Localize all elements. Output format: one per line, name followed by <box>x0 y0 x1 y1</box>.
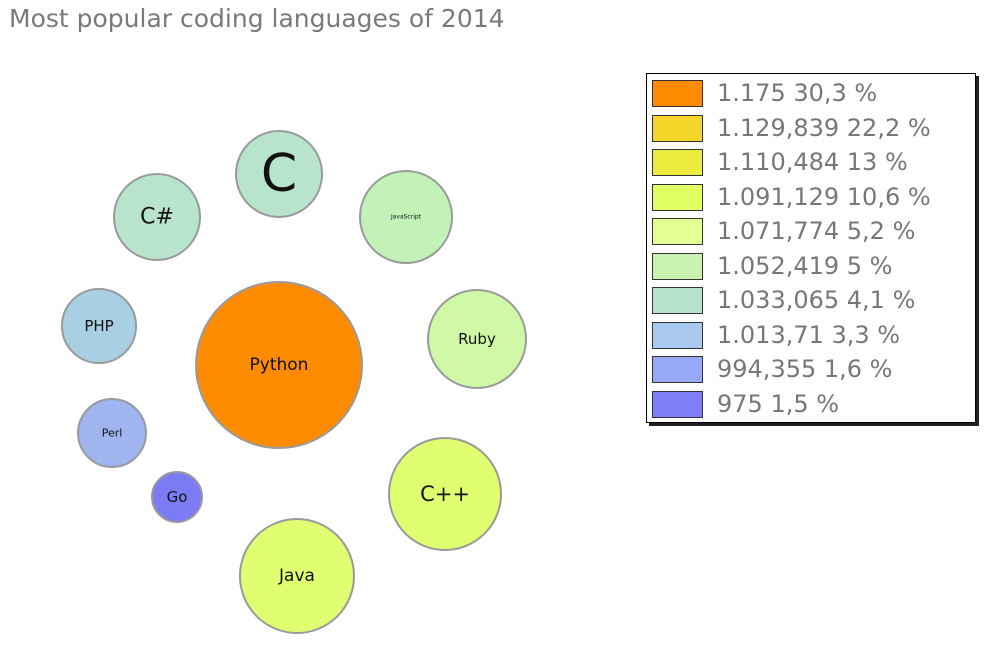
legend-swatch <box>652 183 703 211</box>
chart-legend: 1.175 30,3 % 1.129,839 22,2 % 1.110,484 13… <box>646 73 976 423</box>
bubble-javascript <box>359 170 453 264</box>
bubble-java <box>239 518 355 634</box>
bubble-go <box>151 471 203 523</box>
legend-label: 1.175 30,3 % <box>717 79 878 107</box>
bubble-label-php: PHP <box>84 317 113 335</box>
bubble-c <box>113 173 201 261</box>
bubble-label-ruby: Ruby <box>458 330 496 348</box>
legend-swatch <box>652 252 703 280</box>
legend-label: 1.013,71 3,3 % <box>717 320 901 349</box>
legend-label: 1.071,774 5,2 % <box>717 217 916 245</box>
bubble-php <box>61 288 137 364</box>
bubble-chart: Python Java C++ C Ruby C# JavaScript PHP Perl Go <box>61 130 527 634</box>
chart-title: Most popular coding languages of 2014 <box>9 4 505 33</box>
legend-swatch <box>652 80 703 107</box>
legend-label: 975 1,5 % <box>717 389 840 418</box>
legend-swatch <box>652 218 703 245</box>
legend-label: 994,355 1,6 % <box>717 355 893 383</box>
legend-label: 1.052,419 5 % <box>717 251 893 280</box>
bubble-label-c: C# <box>140 205 174 230</box>
legend-swatch <box>652 321 703 349</box>
legend-label: 1.091,129 10,6 % <box>717 182 931 211</box>
legend-swatch <box>652 287 703 314</box>
bubble-label-python: Python <box>250 355 309 375</box>
bubble-c <box>235 130 323 218</box>
bubble-label-java: Java <box>278 566 315 586</box>
bubble-label-javascript: JavaScript <box>390 214 422 221</box>
bubble-perl <box>77 398 147 468</box>
bubble-label-c: C <box>261 144 297 204</box>
bubble-python <box>195 281 363 449</box>
bubble-c <box>388 437 502 551</box>
legend-swatch <box>652 356 703 383</box>
legend-label: 1.129,839 22,2 % <box>717 113 931 142</box>
legend-swatch <box>652 149 703 176</box>
bubble-label-go: Go <box>167 488 188 506</box>
bubble-label-perl: Perl <box>102 427 123 440</box>
legend-swatch <box>652 114 703 142</box>
legend-label: 1.033,065 4,1 % <box>717 286 916 314</box>
bubble-label-c: C++ <box>420 482 470 506</box>
legend-swatch <box>652 390 703 418</box>
legend-label: 1.110,484 13 % <box>717 148 908 176</box>
bubble-ruby <box>427 289 527 389</box>
